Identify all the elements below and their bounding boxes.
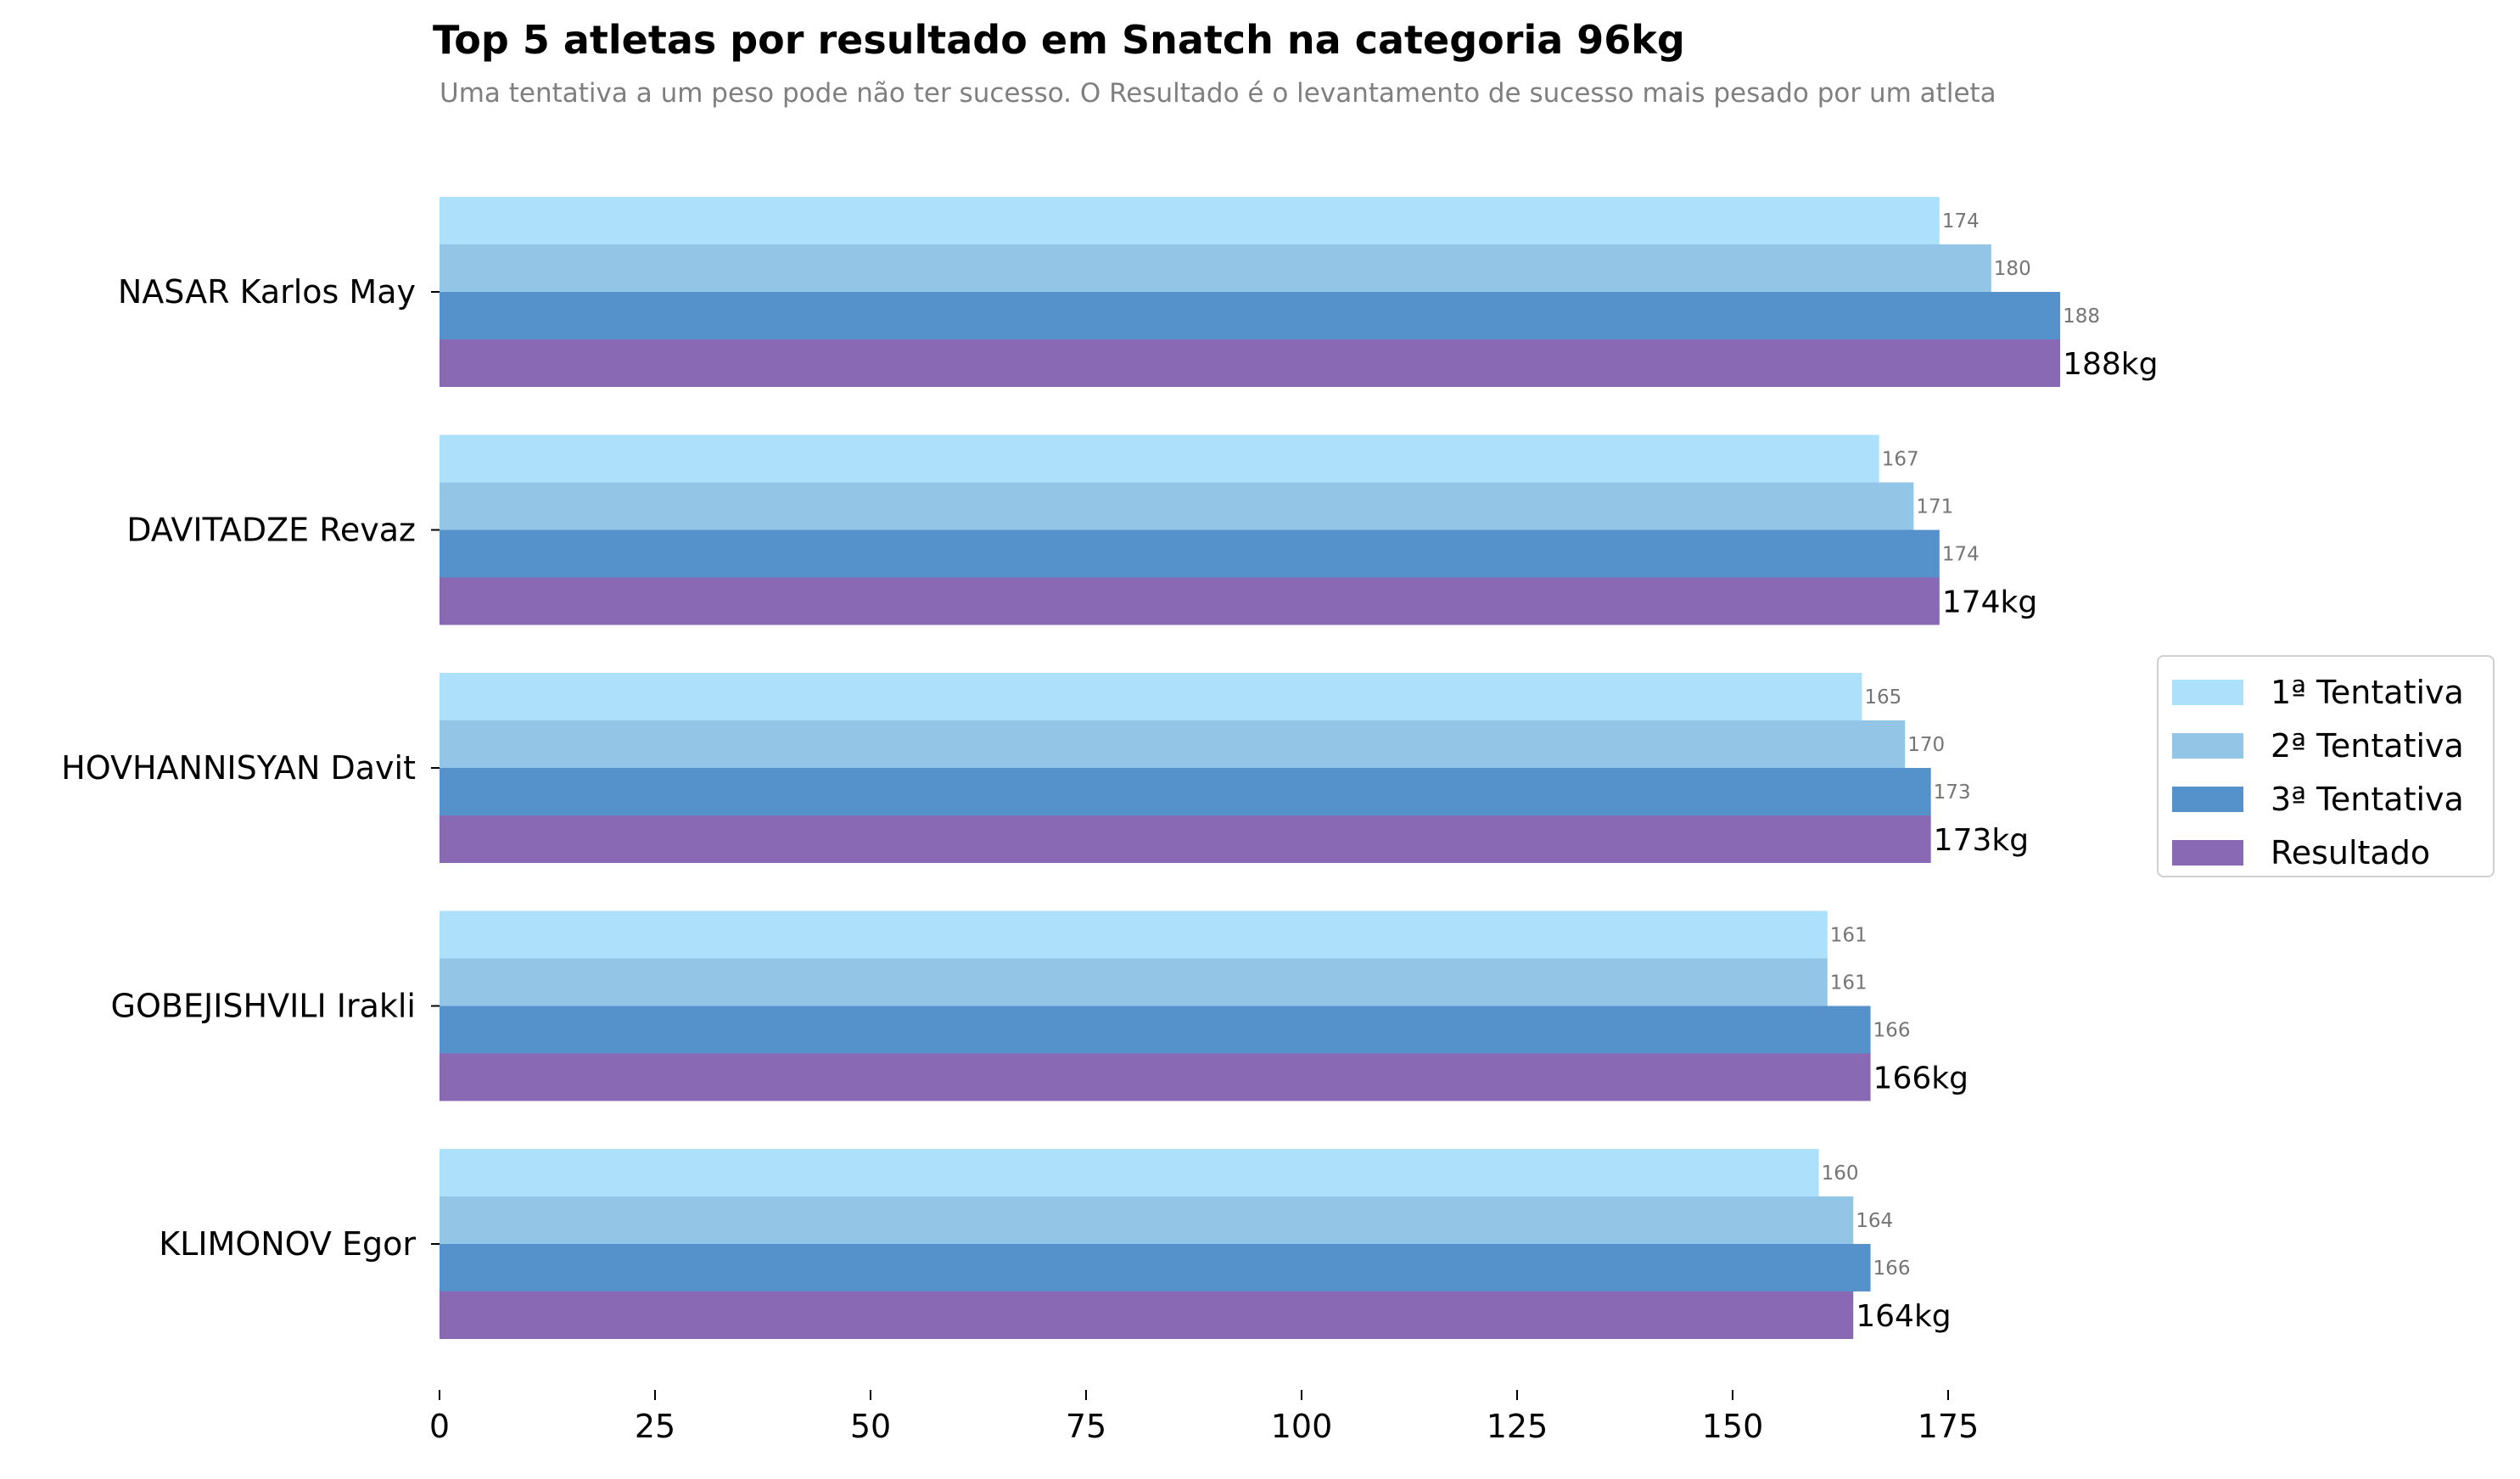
bar-nasar-karlos-may-1-tentativa xyxy=(440,197,1940,244)
data-label: 188 xyxy=(2063,305,2100,328)
legend-label: Resultado xyxy=(2271,833,2431,871)
bar-gobejishvili-irakli-resultado xyxy=(440,1053,1871,1101)
data-label: 167 xyxy=(1882,449,1919,471)
bar-klimonov-egor-1-tentativa xyxy=(440,1149,1819,1196)
bar-davitadze-revaz-2-tentativa xyxy=(440,482,1914,530)
x-tick-label: 175 xyxy=(1918,1408,1980,1445)
bar-hovhannisyan-davit-1-tentativa xyxy=(440,673,1862,720)
data-label: 180 xyxy=(1994,258,2031,280)
data-label: 160 xyxy=(1822,1162,1859,1185)
legend-swatch xyxy=(2172,839,2243,866)
data-label: 188kg xyxy=(2063,347,2158,382)
legend-item-3a-tentativa: 3ª Tentativa xyxy=(2159,772,2493,826)
chart-title: Top 5 atletas por resultado em Snatch na… xyxy=(433,17,1685,63)
data-label: 166 xyxy=(1873,1258,1911,1280)
x-tick-label: 0 xyxy=(429,1408,450,1445)
x-tick-label: 50 xyxy=(850,1408,891,1445)
data-label: 161 xyxy=(1830,925,1868,947)
data-label: 165 xyxy=(1864,686,1901,709)
data-label: 164kg xyxy=(1856,1299,1951,1334)
data-label: 166kg xyxy=(1873,1062,1968,1096)
x-tick-label: 150 xyxy=(1702,1408,1764,1445)
bar-davitadze-revaz-1-tentativa xyxy=(440,434,1879,483)
data-label: 166 xyxy=(1873,1020,1911,1042)
legend-item-resultado: Resultado xyxy=(2159,826,2493,879)
legend-item-1a-tentativa: 1ª Tentativa xyxy=(2159,665,2493,719)
legend-label: 3ª Tentativa xyxy=(2271,780,2464,818)
legend-label: 1ª Tentativa xyxy=(2271,673,2464,711)
y-tick-label: HOVHANNISYAN Davit xyxy=(61,749,416,787)
x-tick-label: 125 xyxy=(1487,1408,1548,1445)
bar-klimonov-egor-resultado xyxy=(440,1291,1854,1339)
legend-item-2a-tentativa: 2ª Tentativa xyxy=(2159,719,2493,772)
bar-nasar-karlos-may-3-tentativa xyxy=(440,292,2061,339)
data-label: 173 xyxy=(1934,782,1971,804)
bar-hovhannisyan-davit-resultado xyxy=(440,815,1931,863)
legend-swatch xyxy=(2172,786,2243,812)
bar-hovhannisyan-davit-2-tentativa xyxy=(440,720,1906,768)
data-label: 164 xyxy=(1856,1210,1893,1232)
y-tick-label: GOBEJISHVILI Irakli xyxy=(111,988,416,1025)
x-tick-label: 100 xyxy=(1271,1408,1333,1445)
bar-gobejishvili-irakli-1-tentativa xyxy=(440,910,1828,959)
legend-swatch xyxy=(2172,679,2243,705)
data-label: 174 xyxy=(1942,544,1980,566)
legend-label: 2ª Tentativa xyxy=(2271,726,2464,765)
data-label: 170 xyxy=(1907,734,1945,756)
chart-subtitle: Uma tentativa a um peso pode não ter suc… xyxy=(440,78,1996,109)
bar-gobejishvili-irakli-3-tentativa xyxy=(440,1006,1871,1054)
bar-davitadze-revaz-3-tentativa xyxy=(440,529,1940,578)
bar-gobejishvili-irakli-2-tentativa xyxy=(440,958,1828,1006)
data-label: 174kg xyxy=(1942,585,2037,620)
bar-klimonov-egor-2-tentativa xyxy=(440,1196,1854,1244)
x-tick-label: 75 xyxy=(1066,1408,1106,1445)
y-tick-label: DAVITADZE Revaz xyxy=(126,512,416,549)
data-label: 174 xyxy=(1942,210,1980,232)
bar-nasar-karlos-may-2-tentativa xyxy=(440,244,1991,292)
data-label: 173kg xyxy=(1934,823,2029,858)
y-tick-label: KLIMONOV Egor xyxy=(159,1225,416,1263)
legend: 1ª Tentativa 2ª Tentativa 3ª Tentativa R… xyxy=(2157,655,2495,877)
bar-klimonov-egor-3-tentativa xyxy=(440,1244,1871,1291)
y-tick-label: NASAR Karlos May xyxy=(118,273,416,311)
bar-davitadze-revaz-resultado xyxy=(440,577,1940,625)
x-tick-label: 25 xyxy=(635,1408,675,1445)
bar-hovhannisyan-davit-3-tentativa xyxy=(440,768,1931,815)
data-label: 171 xyxy=(1916,496,1953,518)
data-label: 161 xyxy=(1830,972,1868,994)
bar-nasar-karlos-may-resultado xyxy=(440,339,2061,387)
legend-swatch xyxy=(2172,732,2243,759)
